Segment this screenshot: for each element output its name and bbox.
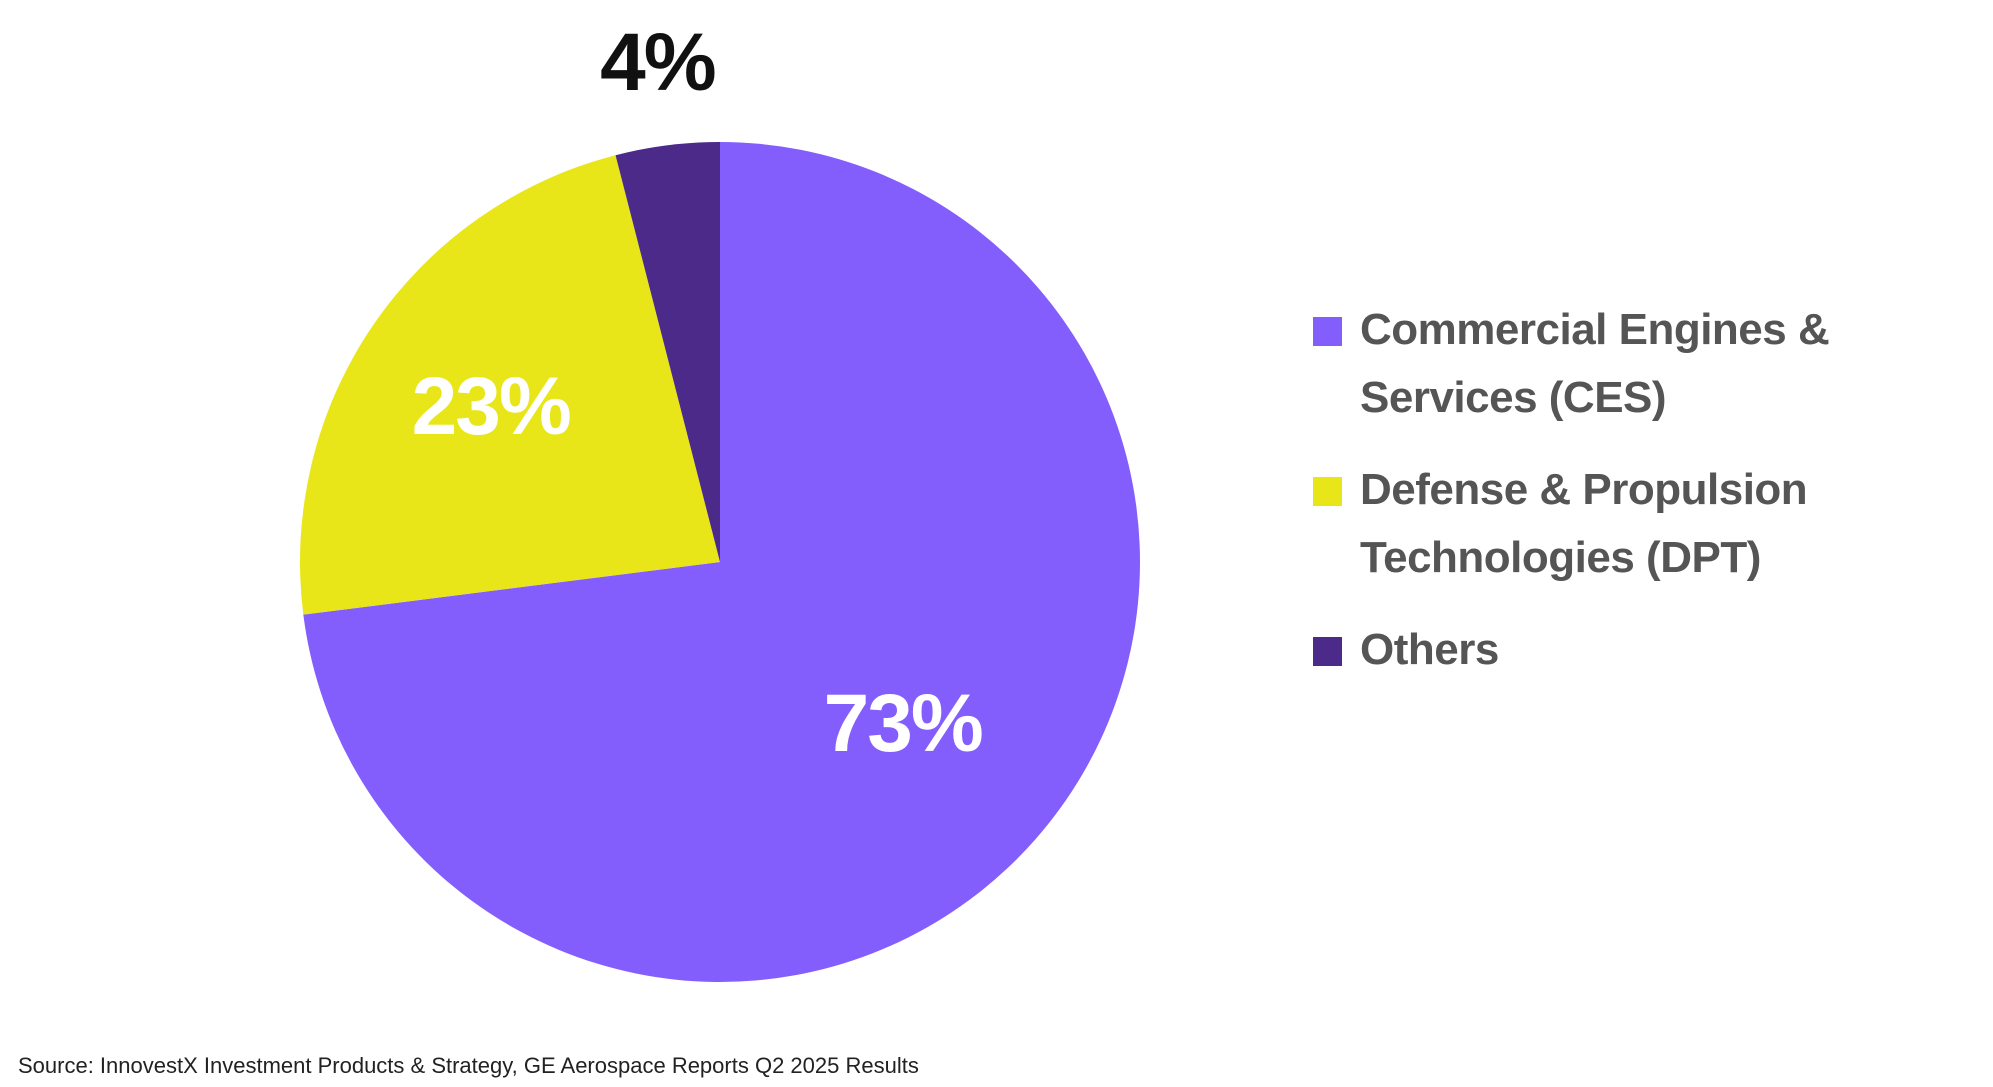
label-ces: 73% (824, 678, 982, 769)
legend-item-dpt: Defense & Propulsion Technologies (DPT) (1313, 456, 1953, 592)
legend-swatch-others (1313, 637, 1342, 666)
legend-label-dpt: Defense & Propulsion Technologies (DPT) (1360, 465, 1808, 582)
legend-item-others: Others (1313, 616, 1953, 684)
pie-labels: 73% 23% 4% (412, 17, 984, 769)
legend-label-others: Others (1360, 625, 1499, 674)
slice-ces (303, 142, 1140, 982)
legend-swatch-dpt (1313, 477, 1342, 506)
legend-item-ces: Commercial Engines & Services (CES) (1313, 296, 1953, 432)
pie-slices (300, 142, 1140, 982)
source-note: Source: InnovestX Investment Products & … (18, 1053, 919, 1078)
legend-label-ces: Commercial Engines & Services (CES) (1360, 305, 1830, 422)
slice-others (615, 142, 720, 562)
slice-dpt (300, 155, 720, 615)
legend-swatch-ces (1313, 317, 1342, 346)
label-dpt: 23% (412, 361, 570, 452)
legend: Commercial Engines & Services (CES) Defe… (1313, 296, 1953, 708)
label-others: 4% (600, 17, 715, 108)
